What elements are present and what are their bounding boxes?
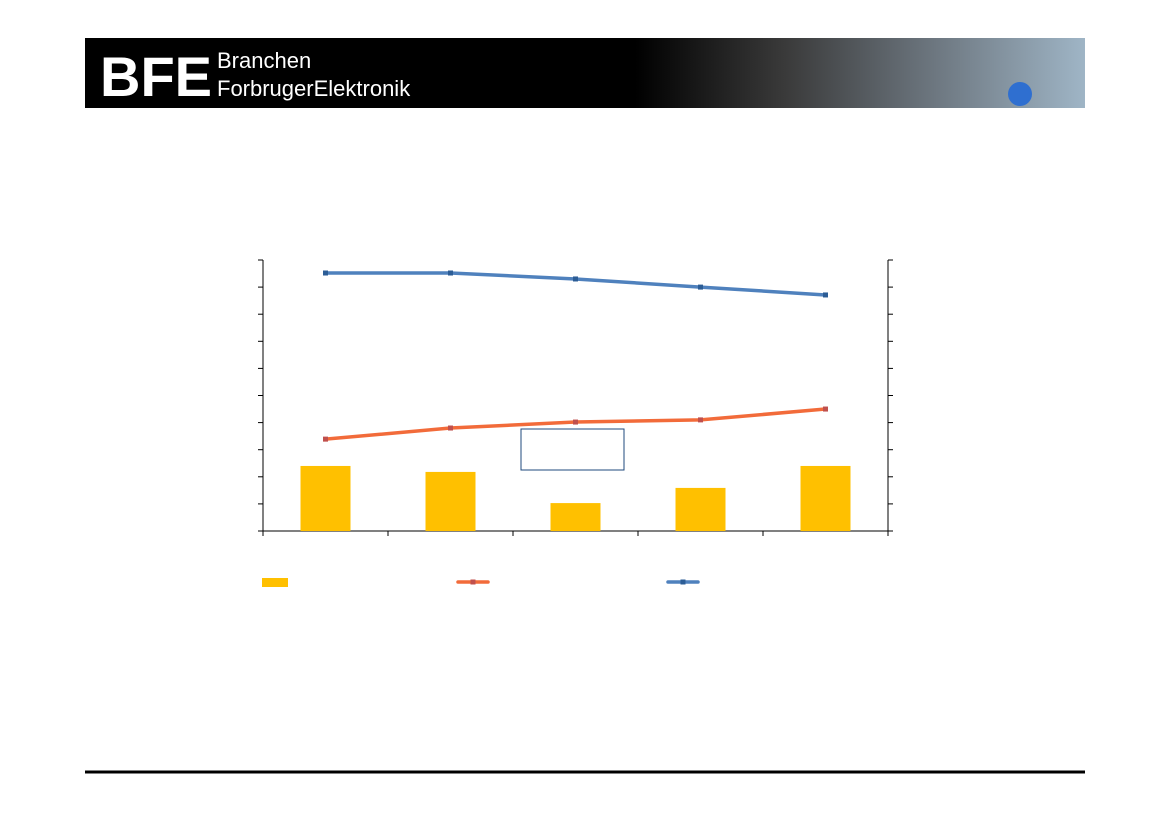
legend-marker: [680, 579, 686, 585]
point: [698, 284, 703, 290]
logo: BFE: [100, 45, 212, 108]
point: [448, 270, 453, 276]
line: [323, 271, 828, 297]
point: [323, 270, 328, 276]
header-eye: [1008, 82, 1032, 106]
bar: [300, 465, 351, 531]
annotation-box: [520, 428, 625, 471]
header-banner: [85, 38, 1085, 108]
bar: [675, 487, 726, 531]
point: [448, 425, 453, 431]
bar: [550, 503, 601, 531]
bar: [800, 465, 851, 531]
point: [698, 417, 703, 423]
point: [823, 406, 828, 412]
legend-marker: [470, 579, 476, 585]
point: [573, 276, 578, 282]
logo-line2: ForbrugerElektronik: [217, 76, 411, 101]
bar: [425, 471, 476, 531]
point: [823, 292, 828, 298]
legend-swatch: [262, 578, 288, 587]
point: [323, 436, 328, 442]
logo-line1: Branchen: [217, 48, 311, 73]
point: [573, 419, 578, 425]
